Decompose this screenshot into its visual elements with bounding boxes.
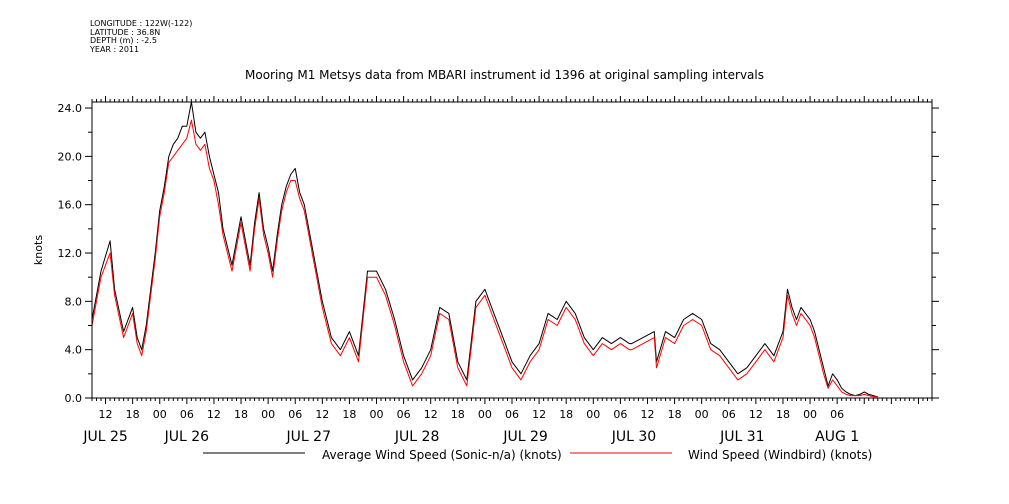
y-tick-label: 8.0 [65, 295, 83, 308]
tick-marks [85, 96, 939, 404]
x-hour-labels: 12 18 00 06 12 18 00 06 12 18 00 06 12 18 00 06 12 18 00 06… [99, 408, 845, 421]
x-hour-label: 18 [559, 408, 573, 421]
x-hour-label: 12 [99, 408, 113, 421]
y-tick-label: 4.0 [65, 344, 83, 357]
x-hour-label: 00 [803, 408, 817, 421]
plot-frame [91, 101, 933, 399]
x-hour-label: 12 [640, 408, 654, 421]
y-axis-label: knots [32, 235, 45, 265]
y-tick-labels: 0.0 4.0 8.0 12.0 16.0 20.0 24.0 [58, 102, 83, 405]
x-hour-label: 18 [342, 408, 356, 421]
y-tick-label: 12.0 [58, 247, 83, 260]
legend-windbird-label: Wind Speed (Windbird) (knots) [688, 448, 872, 462]
depth-label: DEPTH (m) : -2.5 [90, 36, 157, 46]
x-hour-label: 18 [776, 408, 790, 421]
x-hour-label: 18 [234, 408, 248, 421]
x-hour-label: 18 [668, 408, 682, 421]
x-hour-label: 12 [749, 408, 763, 421]
x-hour-label: 00 [478, 408, 492, 421]
legend-average-label: Average Wind Speed (Sonic-n/a) (knots) [322, 448, 562, 462]
x-hour-label: 06 [397, 408, 411, 421]
year-label: YEAR : 2011 [90, 44, 140, 54]
x-hour-label: 12 [207, 408, 221, 421]
x-date-label: JUL 31 [719, 429, 764, 445]
x-date-label: JUL 29 [502, 429, 547, 445]
x-hour-label: 00 [695, 408, 709, 421]
y-tick-label: 20.0 [58, 150, 83, 163]
latitude-label: LATITUDE : 36.8N [90, 27, 161, 37]
x-date-label: JUL 28 [394, 429, 439, 445]
x-date-labels: JUL 25 JUL 26 JUL 27 JUL 28 JUL 29 JUL 30 JUL … [82, 429, 859, 445]
x-hour-label: 12 [315, 408, 329, 421]
x-hour-label: 06 [180, 408, 194, 421]
x-hour-label: 00 [261, 408, 275, 421]
x-hour-label: 06 [613, 408, 627, 421]
x-date-label: JUL 30 [611, 429, 656, 445]
y-tick-label: 16.0 [58, 199, 83, 212]
x-hour-label: 18 [126, 408, 140, 421]
x-date-label: JUL 27 [286, 429, 331, 445]
chart-title: Mooring M1 Metsys data from MBARI instru… [245, 68, 764, 82]
x-hour-label: 06 [288, 408, 302, 421]
x-hour-label: 06 [722, 408, 736, 421]
series-average-wind-line [91, 101, 878, 398]
legend: Average Wind Speed (Sonic-n/a) (knots) Wi… [203, 448, 872, 462]
x-hour-label: 06 [830, 408, 844, 421]
series-lines [91, 101, 878, 398]
x-date-label: JUL 25 [82, 429, 127, 445]
x-date-label: JUL 26 [164, 429, 210, 445]
x-hour-label: 06 [505, 408, 519, 421]
y-tick-label: 0.0 [65, 392, 83, 405]
y-tick-label: 24.0 [58, 102, 83, 115]
x-hour-label: 00 [586, 408, 600, 421]
series-windbird-line [91, 119, 878, 398]
metadata-block: LONGITUDE : 122W(-122) LATITUDE : 36.8N … [90, 19, 193, 54]
x-hour-label: 18 [451, 408, 465, 421]
x-hour-label: 12 [532, 408, 546, 421]
x-date-label: AUG 1 [815, 429, 859, 445]
x-hour-label: 00 [370, 408, 384, 421]
longitude-label: LONGITUDE : 122W(-122) [90, 19, 193, 28]
x-hour-label: 12 [424, 408, 438, 421]
x-hour-label: 00 [153, 408, 167, 421]
